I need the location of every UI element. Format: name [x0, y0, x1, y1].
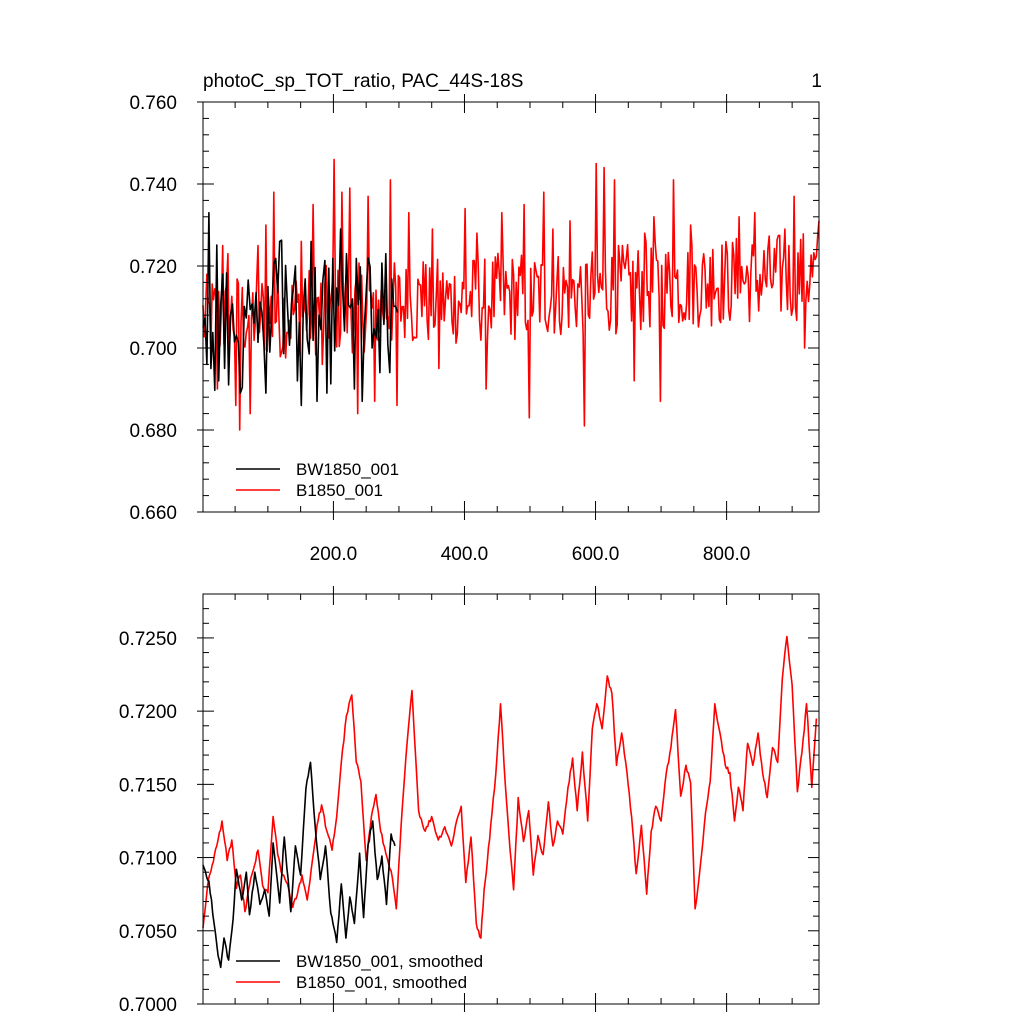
top-legend: BW1850_001 B1850_001	[236, 460, 399, 500]
legend-label-bw: BW1850_001	[296, 460, 399, 479]
top-x-axis: 200.0 400.0 600.0 800.0	[234, 94, 793, 565]
x-tick-label: 400.0	[441, 544, 489, 565]
y-tick-label: 0.7250	[119, 629, 177, 650]
bottom-plot-frame	[202, 593, 820, 1005]
y-tick-label: 0.720	[129, 257, 177, 278]
x-tick-label: 600.0	[572, 544, 620, 565]
top-series-group	[202, 158, 820, 431]
y-tick-label: 0.680	[129, 421, 177, 442]
y-tick-label: 0.7000	[119, 995, 177, 1016]
x-tick-label: 800.0	[703, 544, 751, 565]
top-plot-frame	[202, 101, 820, 513]
legend-label-b: B1850_001, smoothed	[296, 973, 467, 992]
series-line-bw	[202, 211, 399, 407]
top-panel: photoC_sp_TOT_ratio, PAC_44S-18S 1 0.660…	[129, 71, 822, 565]
panel-number: 1	[811, 71, 822, 92]
bottom-y-axis: 0.7000 0.7050 0.7100 0.7150 0.7200 0.7250	[119, 593, 819, 1016]
bottom-x-axis	[234, 586, 793, 1012]
y-tick-label: 0.760	[129, 93, 177, 114]
legend-label-bw: BW1850_001, smoothed	[296, 952, 483, 971]
x-tick-label: 200.0	[310, 544, 358, 565]
y-tick-label: 0.7050	[119, 922, 177, 943]
y-tick-label: 0.700	[129, 339, 177, 360]
legend-label-b: B1850_001	[296, 481, 383, 500]
series-line-b	[202, 635, 818, 939]
y-tick-label: 0.7150	[119, 775, 177, 796]
bottom-panel: 0.7000 0.7050 0.7100 0.7150 0.7200 0.7250 BW1…	[119, 586, 820, 1016]
top-y-axis: 0.660 0.680 0.700 0.720 0.740 0.760	[129, 93, 819, 524]
y-tick-label: 0.740	[129, 175, 177, 196]
chart-title: photoC_sp_TOT_ratio, PAC_44S-18S	[203, 71, 523, 92]
bottom-legend: BW1850_001, smoothed B1850_001, smoothed	[236, 952, 483, 992]
series-line-bw	[202, 761, 396, 969]
bottom-series-group	[202, 635, 818, 969]
y-tick-label: 0.7100	[119, 849, 177, 870]
y-tick-label: 0.7200	[119, 702, 177, 723]
y-tick-label: 0.660	[129, 503, 177, 524]
